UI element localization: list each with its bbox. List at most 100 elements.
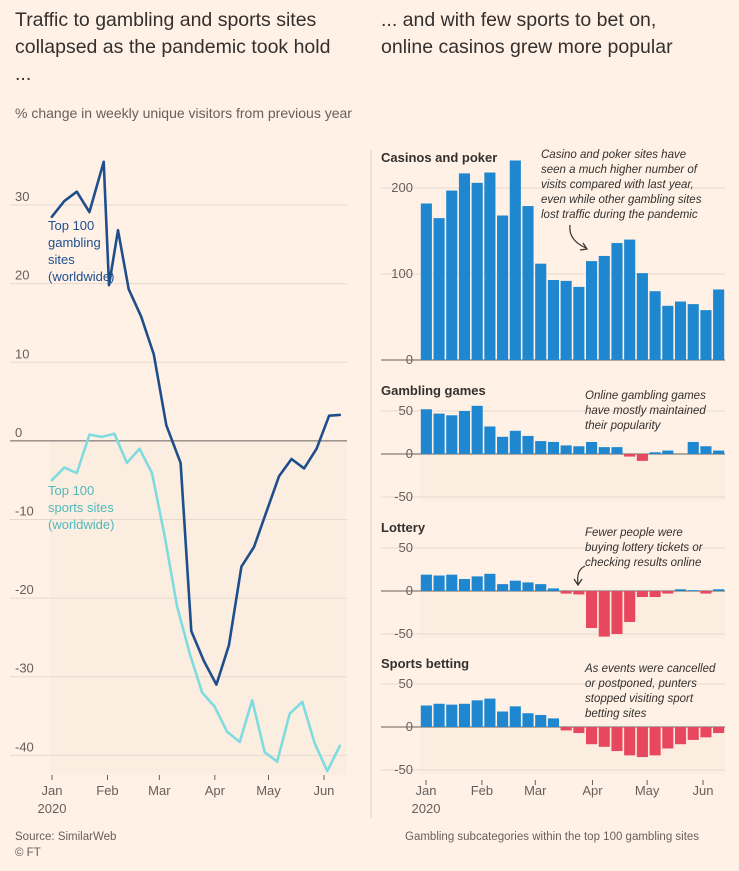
lottery-bar [560,591,572,594]
sports-betting-bar [586,727,598,745]
lottery-annotation: checking results online [585,557,701,569]
chart-subtitle: % change in weekly unique visitors from … [15,105,352,121]
sports-betting-y-tick: -50 [394,762,413,777]
gambling-sites-line-label: Top 100 [48,218,94,233]
casinos-poker-bar [687,304,699,360]
casinos-poker-bar [433,218,445,360]
sports-betting-bar [700,727,712,738]
gambling-games-annotation: have mostly maintained [585,405,706,417]
gambling-games-bar [446,415,458,454]
lottery-title: Lottery [381,520,426,535]
right-title: ... and with few sports to bet on, onlin… [381,9,673,58]
casinos-poker-bar [471,182,483,360]
gambling-sites-line-label: sites [48,252,75,267]
casino-arrow-head [579,242,589,251]
gambling-games-bar [573,446,585,454]
lottery-bar [522,582,534,591]
lottery-bar [535,584,547,591]
sports-betting-bar [598,727,610,747]
lottery-bar [636,591,648,598]
gambling-games-y-tick: 50 [399,403,413,418]
sports-betting-annotation: betting sites [585,708,647,720]
gambling-games-bar [484,426,496,454]
sports-betting-bar [547,718,559,727]
gambling-games-bar [471,405,483,454]
gambling-sites-line [50,160,342,686]
lottery-bar [624,591,636,622]
gambling-games-bar [700,446,712,454]
casinos-poker-bar [611,243,623,360]
casinos-poker-annotation: lost traffic during the pandemic [541,209,698,221]
y-tick-label: 30 [15,189,29,204]
gambling-games-bar [458,411,471,454]
sports-betting-bar [522,713,534,727]
casinos-poker-bar [446,190,458,360]
sports-betting-bar [560,727,572,731]
casinos-poker-bar [598,255,610,360]
gambling-games-bar [547,441,559,454]
gambling-games-bar [598,447,610,454]
lottery-bar [458,578,471,591]
gambling-games-bar [497,436,509,454]
casinos-poker-bar [700,310,712,360]
gambling-games-title: Gambling games [381,383,486,398]
bar-x-tick-label: Jun [693,783,714,798]
lottery-arrow-head [573,578,583,587]
sports-betting-bar [687,727,699,740]
casinos-poker-bar [484,172,496,360]
sports-betting-bar [611,727,623,752]
casinos-poker-annotation: Casino and poker sites have [541,149,686,161]
x-year-label: 2020 [38,801,67,816]
sports-betting-title: Sports betting [381,656,469,671]
lottery-bar [509,580,521,591]
copyright-note: © FT [15,847,41,859]
gambling-games-y-tick: -50 [394,489,413,504]
lottery-bar [674,589,687,591]
lottery-bar [649,591,661,598]
x-tick-label: Jun [313,783,334,798]
bar-x-tick-label: May [635,783,660,798]
sports-betting-bar [636,727,648,758]
gambling-games-bar [560,445,572,454]
bar-x-tick-label: Mar [524,783,547,798]
sports-betting-bar [484,698,496,727]
lottery-bar [573,591,585,595]
gambling-games-bar [611,447,623,454]
lottery-bar [598,591,610,637]
gambling-games-bar [522,435,534,454]
bar-x-tick-label: Jan [416,783,437,798]
casinos-poker-bar [573,286,585,360]
lottery-y-tick: 0 [406,583,413,598]
sports-betting-bar [433,703,445,727]
gambling-games-annotation: Online gambling games [585,390,706,402]
casinos-poker-bar [522,206,534,360]
subcategory-footnote: Gambling subcategories within the top 10… [405,831,700,843]
y-tick-label: 20 [15,268,29,283]
casinos-poker-title: Casinos and poker [381,150,497,165]
casinos-poker-bar [509,160,521,360]
gambling-games-bar [433,413,445,454]
bar-x-year-label: 2020 [412,801,441,816]
lottery-bar [611,591,623,634]
casinos-poker-bar [624,239,636,360]
gambling-games-bar [509,430,521,454]
bar-x-tick-label: Apr [582,783,603,798]
sports-betting-bar [674,727,687,745]
sports-sites-line-label: sports sites [48,500,114,515]
lottery-bar [687,590,699,591]
casinos-poker-bar [649,291,661,360]
negative-region-shade [50,440,347,775]
lottery-bar [471,576,483,591]
gambling-games-bar [636,454,648,461]
casinos-poker-bar [535,263,547,360]
sports-betting-y-tick: 50 [399,676,413,691]
sports-sites-line-label: Top 100 [48,483,94,498]
casinos-poker-y-tick: 0 [406,352,413,367]
casinos-poker-bar [586,261,598,360]
left-title: Traffic to gambling and sports sites col… [15,9,331,85]
sports-betting-bar [649,727,661,756]
gambling-games-bar [535,441,547,454]
gambling-games-y-tick: 0 [406,446,413,461]
x-tick-label: Jan [42,783,63,798]
sports-betting-bar [471,700,483,727]
